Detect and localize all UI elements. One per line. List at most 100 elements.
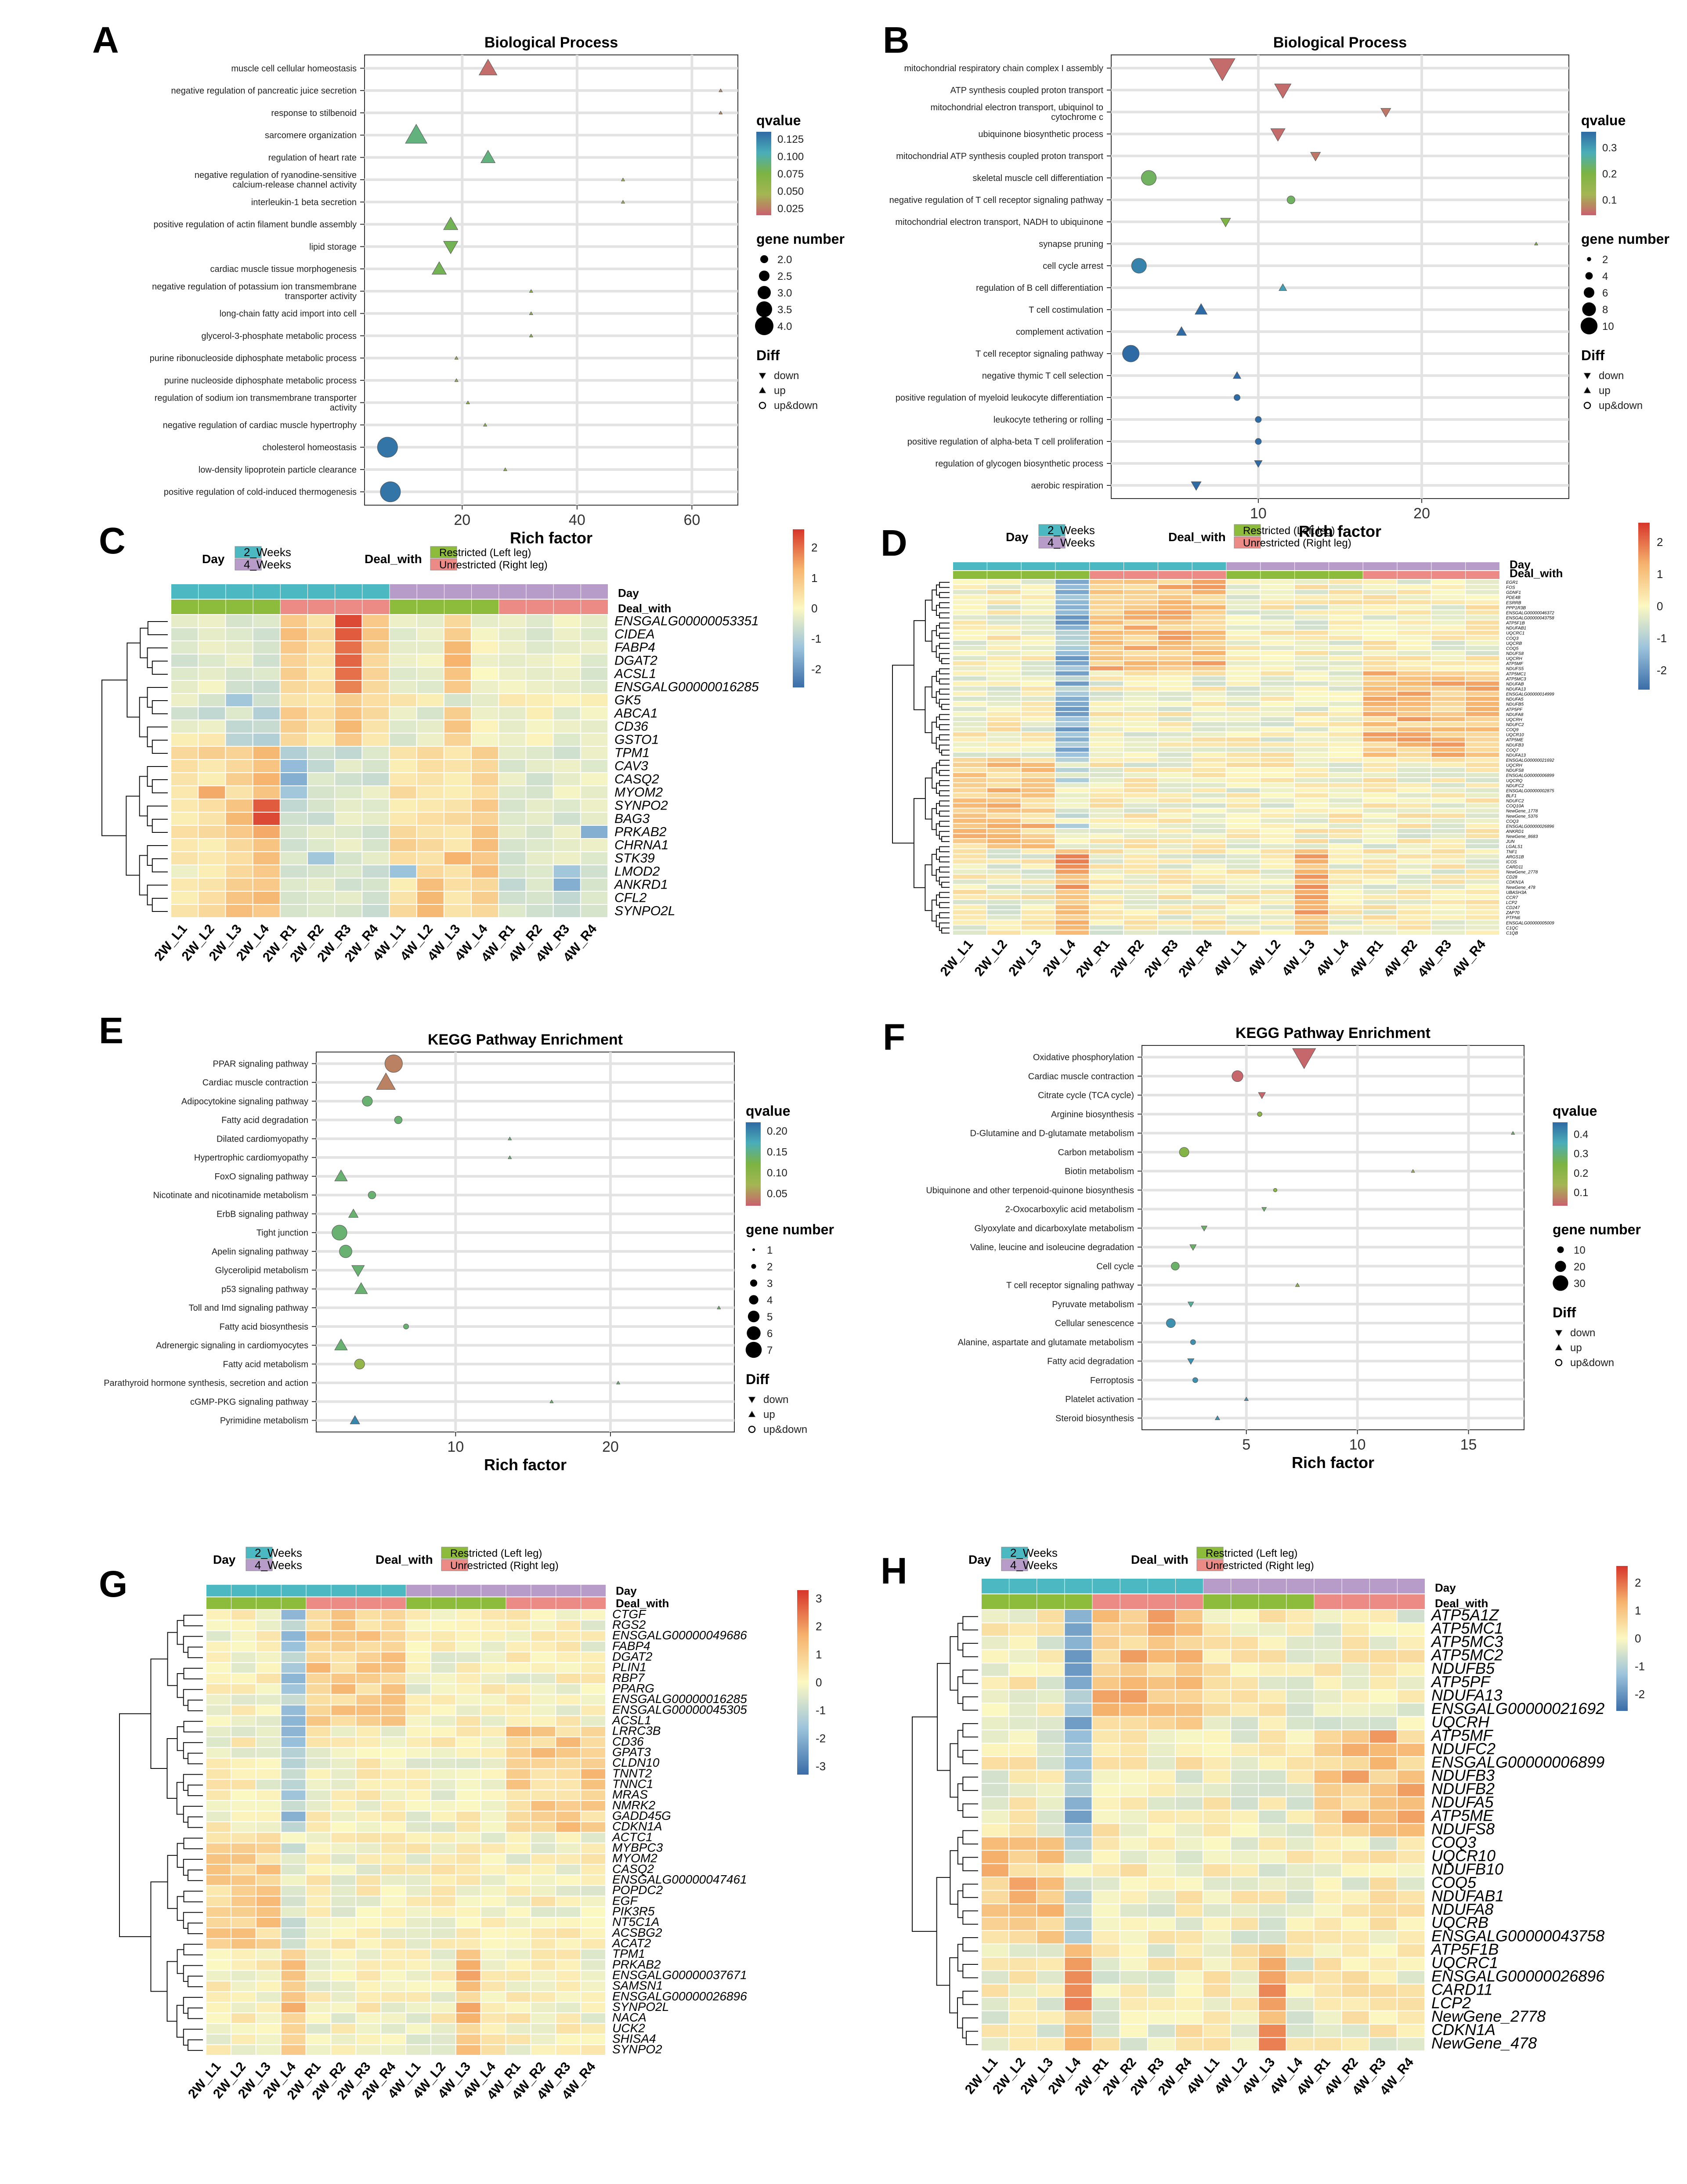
heatmap-cell	[1259, 1824, 1286, 1837]
gene-label: ENSGALG00000005009	[1506, 921, 1554, 926]
plot-frame	[1111, 54, 1569, 499]
dendrogram-branch	[939, 678, 950, 685]
heatmap-cell	[556, 1620, 581, 1631]
heatmap-cell	[581, 826, 607, 838]
heatmap-cell	[1363, 687, 1397, 691]
gene-label: CDKN1A	[1506, 880, 1524, 885]
heatmap-cell	[1397, 905, 1431, 910]
heatmap-cell	[362, 773, 389, 785]
heatmap-cell	[281, 1875, 306, 1885]
data-point	[376, 1072, 396, 1090]
dendrogram-branch	[950, 1743, 958, 1798]
heatmap-cell	[1431, 651, 1465, 655]
heatmap-cell	[1065, 1757, 1092, 1770]
heatmap-cell	[581, 1663, 605, 1673]
data-point	[621, 177, 625, 181]
heatmap-cell	[1329, 808, 1362, 813]
heatmap-cell	[1090, 854, 1123, 859]
heatmap-cell	[499, 813, 526, 825]
dendrogram-branch	[183, 1912, 203, 1929]
heatmap-cell	[171, 786, 198, 799]
heatmap-cell	[553, 720, 580, 733]
heatmap-cell	[499, 615, 526, 627]
x-axis-title: Rich factor	[1299, 522, 1381, 540]
heatmap-cell	[356, 1865, 381, 1875]
heatmap-cell	[1466, 615, 1499, 620]
heatmap-cell	[481, 1971, 506, 1981]
data-point	[1192, 1377, 1198, 1383]
heatmap-cell	[1259, 1783, 1286, 1797]
heatmap-cell	[381, 1801, 405, 1811]
dendrogram-branch	[939, 856, 950, 863]
heatmap-cell	[1158, 824, 1192, 828]
gene-label: ATP5ME	[1431, 1807, 1494, 1825]
heatmap-cell	[1231, 1877, 1258, 1890]
heatmap-cell	[1055, 620, 1089, 625]
heatmap-cell	[1259, 1998, 1286, 2010]
gene-label: CLDN10	[612, 1756, 660, 1769]
heatmap-cell	[1369, 1891, 1397, 1903]
heatmap-cell	[431, 1748, 455, 1758]
heatmap-cell	[406, 1620, 430, 1631]
heatmap-cell	[1466, 768, 1499, 772]
gene-label: SHISA4	[612, 2032, 656, 2046]
heatmap-cell	[431, 1833, 455, 1843]
dendrogram-branch	[166, 1738, 177, 1799]
gene-number-key-label: 1	[767, 1244, 773, 1256]
heatmap-cell	[1363, 859, 1397, 864]
heatmap-cell	[1363, 875, 1397, 879]
heatmap-cell	[987, 600, 1021, 604]
dendrogram-branch	[183, 1721, 203, 1732]
heatmap-cell	[531, 1917, 556, 1927]
heatmap-cell	[231, 1939, 256, 1949]
heatmap-cell	[406, 1642, 430, 1652]
heatmap-cell	[456, 1674, 480, 1684]
heatmap-cell	[481, 1833, 506, 1843]
heatmap-cell	[987, 626, 1021, 630]
gene-label: SYNPO2L	[612, 2000, 669, 2014]
heatmap-cell	[1295, 722, 1328, 727]
heatmap-cell	[406, 1663, 430, 1673]
day-annotation-cell	[526, 584, 553, 599]
heatmap-cell	[1226, 875, 1260, 879]
heatmap-cell	[1363, 773, 1397, 777]
heatmap-cell	[1466, 666, 1499, 671]
heatmap-cell	[1397, 691, 1431, 696]
heatmap-cell	[1175, 1650, 1203, 1663]
data-point	[1254, 460, 1263, 468]
heatmap-cell	[1363, 615, 1397, 620]
heatmap-cell	[1286, 1864, 1314, 1877]
data-point	[1511, 1131, 1515, 1135]
heatmap-cell	[1124, 844, 1157, 849]
heatmap-cell	[1259, 1703, 1286, 1716]
gene-label: COQ3	[1431, 1833, 1476, 1851]
day-annotation-cell	[1021, 562, 1055, 570]
heatmap-cell	[331, 2034, 356, 2044]
heatmap-cell	[1397, 1623, 1424, 1636]
heatmap-cell	[472, 826, 499, 838]
heatmap-cell	[231, 1822, 256, 1832]
heatmap-cell	[1009, 1824, 1037, 1837]
heatmap-cell	[1466, 707, 1499, 711]
heatmap-cell	[231, 1928, 256, 1938]
heatmap-cell	[1431, 803, 1465, 808]
heatmap-cell	[531, 1769, 556, 1779]
heatmap-cell	[1261, 778, 1294, 782]
gene-label: UQCRC1	[1506, 631, 1524, 636]
heatmap-cell	[1431, 722, 1465, 727]
heatmap-cell	[1226, 732, 1260, 737]
day-annotation-cell	[335, 584, 362, 599]
day-legend-label: 2_Weeks	[244, 546, 291, 559]
heatmap-cell	[1226, 742, 1260, 747]
heatmap-cell	[556, 1907, 581, 1917]
heatmap-cell	[1231, 1717, 1258, 1730]
heatmap-cell	[1431, 915, 1465, 920]
heatmap-cell	[472, 615, 499, 627]
heatmap-cell	[1363, 712, 1397, 716]
heatmap-cell	[581, 1907, 605, 1917]
heatmap-cell	[1055, 666, 1089, 671]
heatmap-cell	[1261, 691, 1294, 696]
day-annotation-cell	[331, 1584, 356, 1597]
heatmap-cell	[199, 628, 225, 640]
colorbar-tick-label: -3	[816, 1760, 826, 1773]
